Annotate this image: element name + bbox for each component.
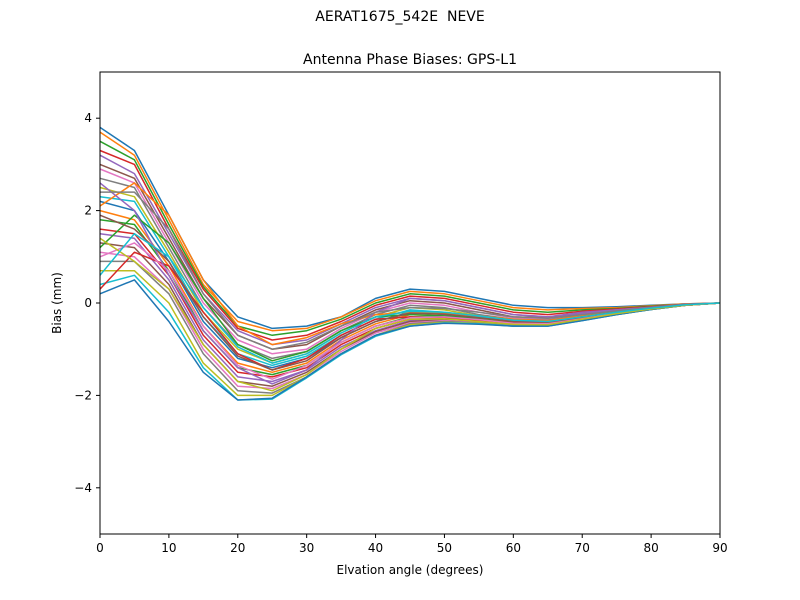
series-line: [99, 237, 721, 392]
series-line: [99, 232, 721, 364]
y-axis-label: Bias (mm): [50, 272, 64, 334]
x-tick-label: 90: [712, 541, 727, 555]
y-tick-label: −2: [74, 388, 92, 402]
series-line: [99, 149, 721, 341]
x-tick-label: 20: [230, 541, 245, 555]
figure-suptitle: AERAT1675_542E NEVE: [315, 9, 485, 25]
chart-title: Antenna Phase Biases: GPS-L1: [303, 52, 517, 68]
series-line: [100, 191, 721, 350]
x-tick-label: 60: [506, 541, 521, 555]
y-tick-label: −4: [74, 481, 92, 495]
x-tick-label: 40: [368, 541, 383, 555]
series-layer: [99, 126, 721, 401]
x-axis: 0 10 20 30 40 50 60 70 80 90: [96, 534, 728, 555]
x-tick-label: 10: [161, 541, 176, 555]
x-tick-label: 50: [437, 541, 452, 555]
series-line: [99, 279, 721, 401]
x-tick-label: 80: [643, 541, 658, 555]
y-axis: −4 −2 0 2 4: [74, 111, 100, 495]
x-tick-label: 30: [299, 541, 314, 555]
y-tick-label: 4: [84, 111, 92, 125]
x-tick-label: 70: [575, 541, 590, 555]
series-line: [99, 182, 721, 385]
series-line: [99, 131, 721, 332]
y-tick-label: 0: [84, 296, 92, 310]
series-line: [99, 214, 721, 362]
x-tick-label: 0: [96, 541, 104, 555]
x-axis-label: Elvation angle (degrees): [337, 563, 484, 577]
y-tick-label: 2: [84, 204, 92, 218]
